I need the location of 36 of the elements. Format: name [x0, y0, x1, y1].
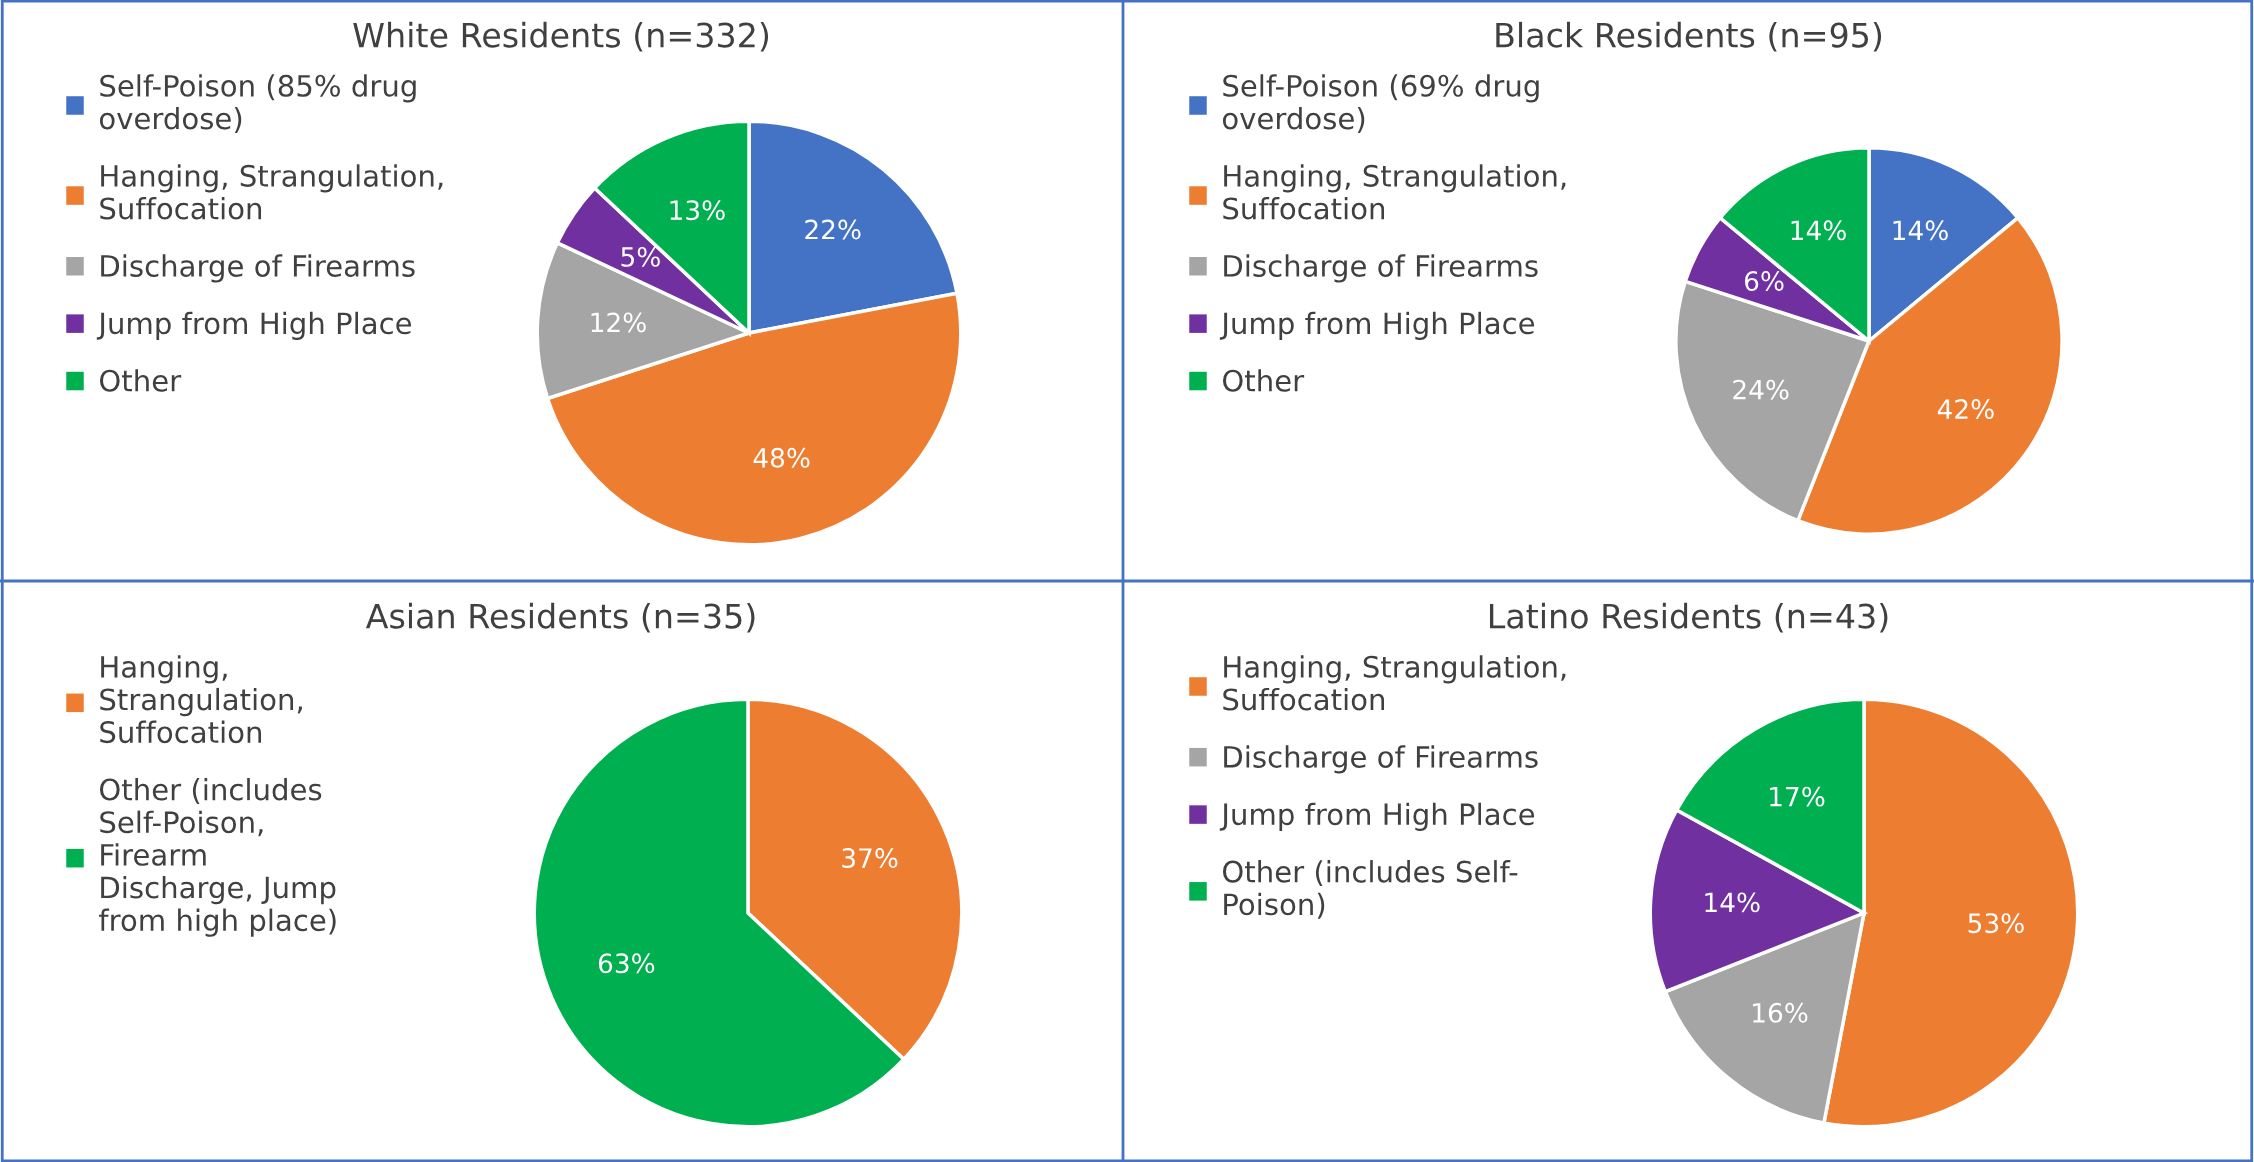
legend-label: Hanging, Strangulation, Suffocation — [1223, 655, 1566, 711]
legend-label: Jump from High Place — [96, 311, 412, 340]
data-label: 5% — [621, 246, 660, 267]
legend-label: Self-Poison (85% drug overdose) — [99, 74, 416, 133]
data-label: 22% — [805, 219, 861, 240]
data-label: 12% — [591, 312, 646, 333]
data-label: 6% — [1744, 271, 1784, 291]
legend-label: Other — [1222, 369, 1305, 392]
legend-label: Other (includes Self-Poison) — [1222, 860, 1518, 919]
legend-label: Self-Poison (69% drug overdose) — [1222, 74, 1539, 133]
legend-label: Discharge of Firearms — [1224, 745, 1538, 774]
data-label: 16% — [1753, 1002, 1808, 1023]
legend-label: Discharge of Firearms — [101, 254, 415, 283]
data-label: 14% — [1705, 892, 1760, 913]
data-label: 42% — [1937, 399, 1994, 420]
legend-label: Jump from High Place — [1219, 311, 1535, 340]
data-label: 13% — [670, 200, 725, 221]
data-label: 37% — [842, 848, 898, 869]
chart-title: White Residents (n=332) — [353, 21, 769, 52]
data-label: 14% — [1791, 220, 1846, 241]
data-label: 53% — [1968, 913, 2024, 934]
chart-title: Asian Residents (n=35) — [365, 602, 755, 633]
data-label: 17% — [1770, 786, 1825, 807]
legend-label: Discharge of Firearms — [1224, 254, 1538, 283]
chart-title: Black Residents (n=95) — [1496, 21, 1882, 52]
data-label: 24% — [1733, 379, 1789, 400]
legend-label: Hanging, Strangulation, Suffocation — [100, 164, 443, 220]
legend-label: Other — [99, 369, 182, 392]
data-label: 14% — [1893, 220, 1948, 241]
legend-label: Hanging, Strangulation, Suffocation — [1223, 164, 1566, 220]
legend-label: Hanging, Strangulation, Suffocation — [100, 655, 302, 744]
data-label: 63% — [598, 953, 655, 974]
legend-label: Other (includes Self-Poison, Firearm Discharge, Jump from high place) — [99, 777, 336, 937]
chart-title: Latino Residents (n=43) — [1490, 602, 1888, 633]
legend-label: Jump from High Place — [1219, 802, 1535, 831]
data-label: 48% — [753, 447, 810, 468]
